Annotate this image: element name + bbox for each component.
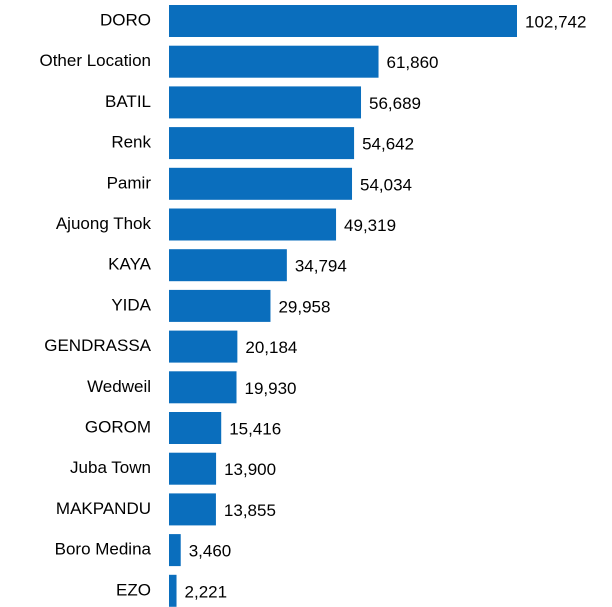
category-label: Wedweil bbox=[87, 377, 151, 396]
bar bbox=[169, 371, 237, 404]
category-label: GENDRASSA bbox=[44, 336, 151, 355]
value-label: 34,794 bbox=[295, 257, 347, 276]
category-label: Renk bbox=[111, 133, 151, 152]
value-label: 13,855 bbox=[224, 501, 276, 520]
value-label: 2,221 bbox=[185, 582, 228, 601]
bar bbox=[169, 534, 181, 567]
bar bbox=[169, 289, 271, 322]
value-label: 56,689 bbox=[369, 94, 421, 113]
bar bbox=[169, 452, 217, 485]
bar bbox=[169, 167, 353, 200]
category-label: MAKPANDU bbox=[56, 499, 151, 518]
bar bbox=[169, 45, 379, 78]
category-label: Ajuong Thok bbox=[56, 214, 152, 233]
category-label: KAYA bbox=[108, 255, 151, 274]
category-label: Other Location bbox=[39, 51, 151, 70]
category-label: Juba Town bbox=[70, 458, 151, 477]
value-label: 54,034 bbox=[360, 175, 412, 194]
bar bbox=[169, 574, 177, 607]
bar bbox=[169, 5, 517, 37]
value-label: 20,184 bbox=[245, 338, 297, 357]
value-label: 13,900 bbox=[224, 460, 276, 479]
bar bbox=[169, 493, 216, 526]
category-label: Boro Medina bbox=[55, 540, 152, 559]
bar bbox=[169, 330, 238, 363]
value-label: 3,460 bbox=[189, 542, 232, 561]
value-label: 15,416 bbox=[229, 419, 281, 438]
value-label: 49,319 bbox=[344, 216, 396, 235]
value-label: 102,742 bbox=[525, 12, 586, 31]
category-label: YIDA bbox=[111, 295, 151, 314]
bar bbox=[169, 208, 337, 241]
category-label: BATIL bbox=[105, 92, 151, 111]
category-label: GOROM bbox=[85, 417, 151, 436]
bar bbox=[169, 127, 355, 160]
value-label: 61,860 bbox=[387, 53, 439, 72]
bar bbox=[169, 86, 362, 119]
bar bbox=[169, 249, 287, 282]
value-label: 54,642 bbox=[362, 135, 414, 154]
category-label: EZO bbox=[116, 580, 151, 599]
category-label: DORO bbox=[100, 10, 151, 29]
value-label: 29,958 bbox=[278, 297, 330, 316]
category-label: Pamir bbox=[107, 173, 152, 192]
value-label: 19,930 bbox=[245, 379, 297, 398]
bar bbox=[169, 412, 222, 444]
